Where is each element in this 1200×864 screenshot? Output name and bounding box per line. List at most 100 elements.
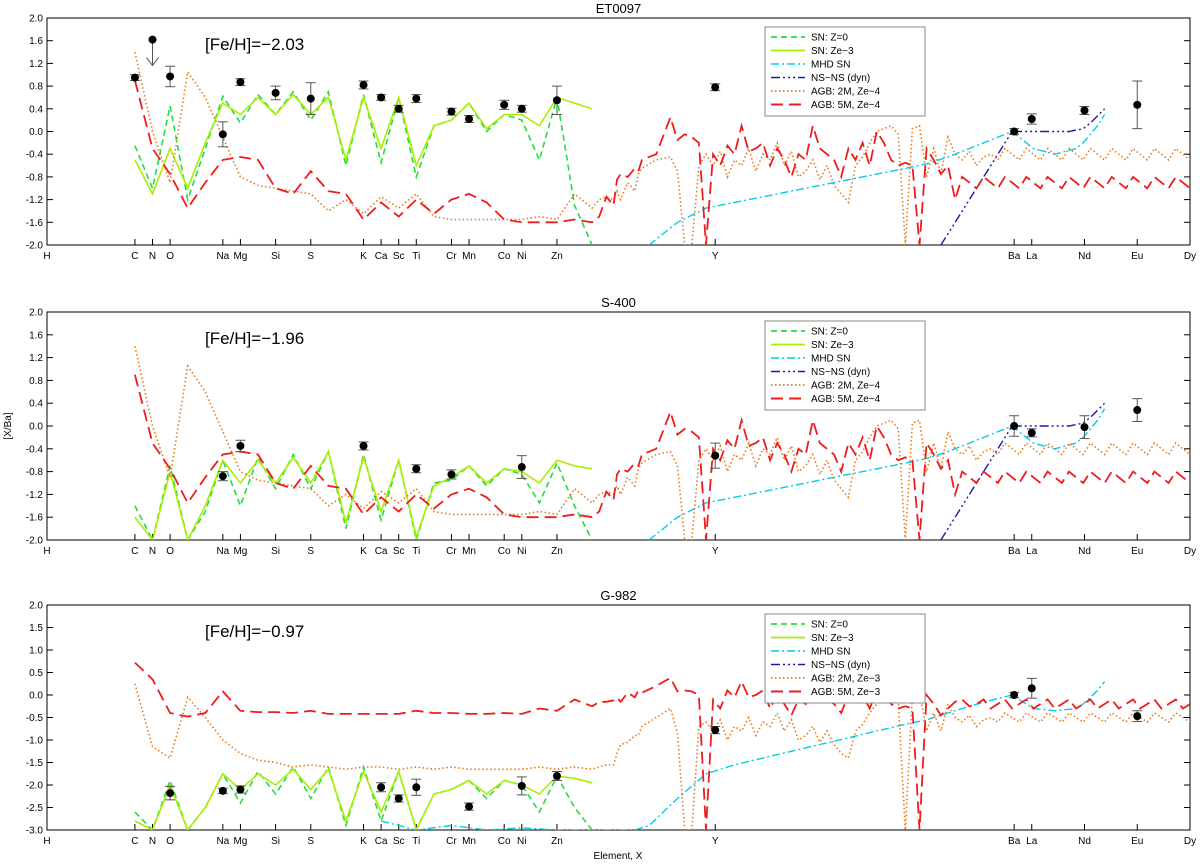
observation-point [1010,691,1019,699]
x-tick-label-ba: Ba [1008,836,1021,847]
legend-box [764,613,926,704]
legend-label: AGB: 5M, Ze−3 [811,687,881,698]
x-tick-label-cr: Cr [446,836,457,847]
y-tick-label: 2.0 [29,308,43,319]
x-tick-label-y: Y [712,251,719,262]
y-tick-label: -0.5 [26,713,44,724]
x-tick-label-mn: Mn [462,836,476,847]
x-tick-label-k: K [360,836,367,847]
upper-limit-arrowhead [146,57,159,67]
x-tick-label-nd: Nd [1078,836,1091,847]
x-tick-label-ti: Ti [412,836,420,847]
x-tick-label-la: La [1026,546,1038,557]
x-tick-label-co: Co [498,251,511,262]
series-line-1 [134,449,593,540]
series-line-4 [940,108,1106,245]
x-tick-label-mg: Mg [233,836,247,847]
x-tick-label-cr: Cr [446,546,457,557]
observation-point [218,472,227,481]
y-tick-label: 0.5 [29,668,43,679]
observation-point [552,96,561,105]
series-line-6 [134,374,1190,540]
x-tick-label-ca: Ca [375,546,388,557]
observation-point [1027,684,1036,693]
series-line-3 [380,681,1106,830]
legend-label: NS−NS (dyn) [811,660,870,671]
y-tick-label: -0.4 [26,150,44,161]
observation-point [377,783,386,792]
metallicity-annotation: [Fe/H]=−2.03 [205,35,304,54]
y-tick-label: 0.8 [29,376,43,387]
observation-point [711,83,720,92]
observation-point [1080,423,1089,432]
series-line-6 [134,80,1190,245]
legend-label: SN: Z=0 [811,327,848,338]
x-tick-label-o: O [166,546,174,557]
x-tick-label-s: S [307,251,314,262]
metallicity-annotation: [Fe/H]=−0.97 [205,622,304,641]
x-tick-label-n: N [149,836,156,847]
legend-label: SN: Ze−3 [811,340,854,351]
x-tick-label-la: La [1026,836,1038,847]
legend-label: AGB: 5M, Ze−4 [811,394,881,405]
x-tick-label-na: Na [216,546,229,557]
observation-point [394,794,403,803]
x-tick-label-ca: Ca [375,836,388,847]
legend-label: NS−NS (dyn) [811,367,870,378]
observation-point [377,93,386,102]
x-tick-label-k: K [360,546,367,557]
x-tick-label-sc: Sc [393,546,405,557]
y-tick-label: 0.0 [29,691,43,702]
observation-point [1027,115,1036,124]
x-tick-label-mg: Mg [233,546,247,557]
x-tick-label-n: N [149,546,156,557]
x-tick-label-mg: Mg [233,251,247,262]
x-tick-label-ba: Ba [1008,251,1021,262]
series-line-3 [648,114,1106,245]
x-tick-label-co: Co [498,836,511,847]
y-tick-label: -2.0 [26,536,44,547]
x-tick-label-y: Y [712,546,719,557]
observation-point [166,789,175,798]
observation-point [500,100,509,109]
observation-point [236,78,245,87]
y-tick-label: 0.0 [29,127,43,138]
x-tick-label-zn: Zn [551,251,563,262]
observation-point [148,35,157,44]
x-axis-label: Element, X [594,851,643,862]
y-tick-label: 0.0 [29,422,43,433]
x-tick-label-y: Y [712,836,719,847]
observation-point [711,726,720,735]
panel-title: ET0097 [596,1,642,16]
y-tick-label: 1.2 [29,59,43,70]
observation-point [412,783,421,792]
observation-point [711,451,720,460]
x-tick-label-h: H [43,836,50,847]
observation-point [1133,712,1142,721]
legend-label: AGB: 2M, Ze−4 [811,87,881,98]
x-tick-label-ti: Ti [412,251,420,262]
x-tick-label-ni: Ni [517,251,526,262]
panel-title: S-400 [601,295,636,310]
metallicity-annotation: [Fe/H]=−1.96 [205,329,304,348]
y-tick-label: 0.8 [29,82,43,93]
y-tick-label: 1.2 [29,353,43,364]
y-tick-label: -2.0 [26,241,44,252]
x-tick-label-si: Si [271,546,280,557]
y-tick-label: 2.0 [29,14,43,25]
series-line-4 [940,402,1106,540]
observation-point [1010,127,1019,136]
series-line-2 [134,767,593,830]
observation-point [517,104,526,113]
observation-point [1027,428,1036,437]
legend-label: SN: Ze−3 [811,46,854,57]
y-tick-label: -0.8 [26,467,44,478]
y-tick-label: -1.2 [26,490,44,501]
x-tick-label-k: K [360,251,367,262]
x-tick-label-ni: Ni [517,836,526,847]
x-tick-label-o: O [166,836,174,847]
y-tick-label: -0.8 [26,172,44,183]
x-tick-label-h: H [43,251,50,262]
observation-point [1133,406,1142,415]
x-tick-label-na: Na [216,836,229,847]
